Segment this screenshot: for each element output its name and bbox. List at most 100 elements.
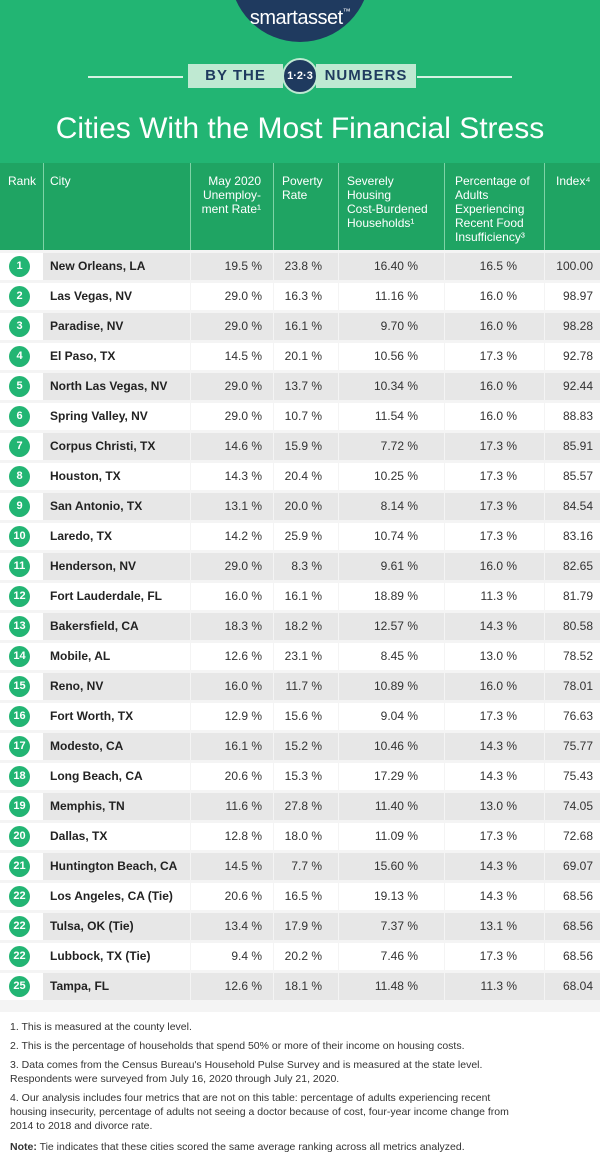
city-name: Las Vegas, NV — [50, 289, 133, 303]
unemployment-cell — [191, 703, 273, 730]
food-value: 16.0 % — [479, 409, 517, 423]
housing-value: 12.57 % — [373, 619, 418, 633]
index-value: 68.56 — [562, 949, 593, 963]
table-row: 6 Spring Valley, NV 29.0 % 10.7 % 11.54 % 16.… — [0, 403, 600, 433]
unemployment-cell — [191, 343, 273, 370]
food-value: 17.3 % — [479, 349, 517, 363]
city-name: Tulsa, OK (Tie) — [50, 919, 134, 933]
index-cell — [545, 973, 600, 1000]
city-cell — [43, 703, 190, 730]
housing-cell — [339, 733, 444, 760]
poverty-cell — [274, 493, 338, 520]
housing-cell — [339, 433, 444, 460]
food-cell — [445, 313, 544, 340]
index-cell — [545, 823, 600, 850]
housing-value: 9.70 % — [380, 319, 418, 333]
food-cell — [445, 283, 544, 310]
food-cell — [445, 913, 544, 940]
index-value: 82.65 — [562, 559, 593, 573]
column-divider — [43, 163, 44, 250]
header-line: Unemploy- — [202, 188, 261, 202]
header-line: Experiencing — [455, 202, 525, 216]
food-value: 14.3 % — [479, 889, 517, 903]
food-cell — [445, 643, 544, 670]
city-name: Long Beach, CA — [50, 769, 143, 783]
index-value: 98.97 — [562, 289, 593, 303]
table-row: 2 Las Vegas, NV 29.0 % 16.3 % 11.16 % 16.0 % 9… — [0, 283, 600, 313]
city-name: Dallas, TX — [50, 829, 108, 843]
table-row: 10 Laredo, TX 14.2 % 25.9 % 10.74 % 17.3 % 83.… — [0, 523, 600, 553]
table-row: 11 Henderson, NV 29.0 % 8.3 % 9.61 % 16.0 % 82… — [0, 553, 600, 583]
index-value: 92.44 — [562, 379, 593, 393]
rank-badge: 16 — [9, 706, 30, 727]
food-cell — [445, 973, 544, 1000]
poverty-cell — [274, 433, 338, 460]
header-line: Severely — [347, 174, 394, 188]
housing-cell — [339, 793, 444, 820]
housing-cell — [339, 763, 444, 790]
housing-cell — [339, 463, 444, 490]
rank-badge: 6 — [9, 406, 30, 427]
index-value: 78.01 — [562, 679, 593, 693]
table-row: 5 North Las Vegas, NV 29.0 % 13.7 % 10.34 % 1… — [0, 373, 600, 403]
food-cell — [445, 733, 544, 760]
poverty-value: 15.6 % — [284, 709, 322, 723]
housing-value: 11.09 % — [374, 829, 418, 843]
index-value: 81.79 — [562, 589, 593, 603]
city-cell — [43, 523, 190, 550]
index-cell — [545, 493, 600, 520]
housing-value: 8.45 % — [380, 649, 418, 663]
unemployment-cell — [191, 613, 273, 640]
footnote-line: 4. Our analysis includes four metrics th… — [10, 1092, 491, 1104]
food-value: 16.0 % — [479, 679, 517, 693]
index-value: 88.83 — [562, 409, 593, 423]
food-value: 13.0 % — [479, 799, 517, 813]
poverty-value: 25.9 % — [284, 529, 322, 543]
rank-badge: 15 — [9, 676, 30, 697]
table-row: 25 Tampa, FL 12.6 % 18.1 % 11.48 % 11.3 % 68.0… — [0, 973, 600, 1003]
city-name: San Antonio, TX — [50, 499, 143, 513]
unemployment-value: 13.4 % — [224, 919, 262, 933]
housing-value: 11.16 % — [374, 289, 418, 303]
city-cell — [43, 553, 190, 580]
food-value: 17.3 % — [479, 469, 517, 483]
table-row: 15 Reno, NV 16.0 % 11.7 % 10.89 % 16.0 % 78.01 — [0, 673, 600, 703]
food-cell — [445, 433, 544, 460]
unemployment-cell — [191, 673, 273, 700]
city-cell — [43, 403, 190, 430]
index-value: 85.57 — [562, 469, 593, 483]
unemployment-value: 29.0 % — [224, 559, 262, 573]
city-name: North Las Vegas, NV — [50, 379, 168, 393]
rank-badge: 20 — [9, 826, 30, 847]
rank-badge: 11 — [9, 556, 30, 577]
unemployment-cell — [191, 253, 273, 280]
table-row: 12 Fort Lauderdale, FL 16.0 % 16.1 % 18.89 %… — [0, 583, 600, 613]
city-name: Corpus Christi, TX — [50, 439, 156, 453]
poverty-cell — [274, 793, 338, 820]
poverty-value: 20.1 % — [284, 349, 322, 363]
poverty-cell — [274, 703, 338, 730]
index-value: 98.28 — [562, 319, 593, 333]
housing-value: 7.46 % — [380, 949, 418, 963]
index-cell — [545, 733, 600, 760]
city-name: Lubbock, TX (Tie) — [50, 949, 151, 963]
unemployment-cell — [191, 973, 273, 1000]
poverty-cell — [274, 403, 338, 430]
poverty-value: 18.2 % — [284, 619, 322, 633]
column-divider — [273, 163, 274, 250]
city-name: Henderson, NV — [50, 559, 137, 573]
housing-cell — [339, 373, 444, 400]
rank-badge: 7 — [9, 436, 30, 457]
index-cell — [545, 313, 600, 340]
unemployment-cell — [191, 733, 273, 760]
food-cell — [445, 793, 544, 820]
rank-badge: 21 — [9, 856, 30, 877]
city-cell — [43, 283, 190, 310]
food-cell — [445, 463, 544, 490]
food-value: 14.3 % — [479, 769, 517, 783]
header-line: Cost-Burdened — [347, 202, 428, 216]
city-name: El Paso, TX — [50, 349, 116, 363]
poverty-cell — [274, 583, 338, 610]
index-cell — [545, 373, 600, 400]
food-value: 17.3 % — [479, 709, 517, 723]
